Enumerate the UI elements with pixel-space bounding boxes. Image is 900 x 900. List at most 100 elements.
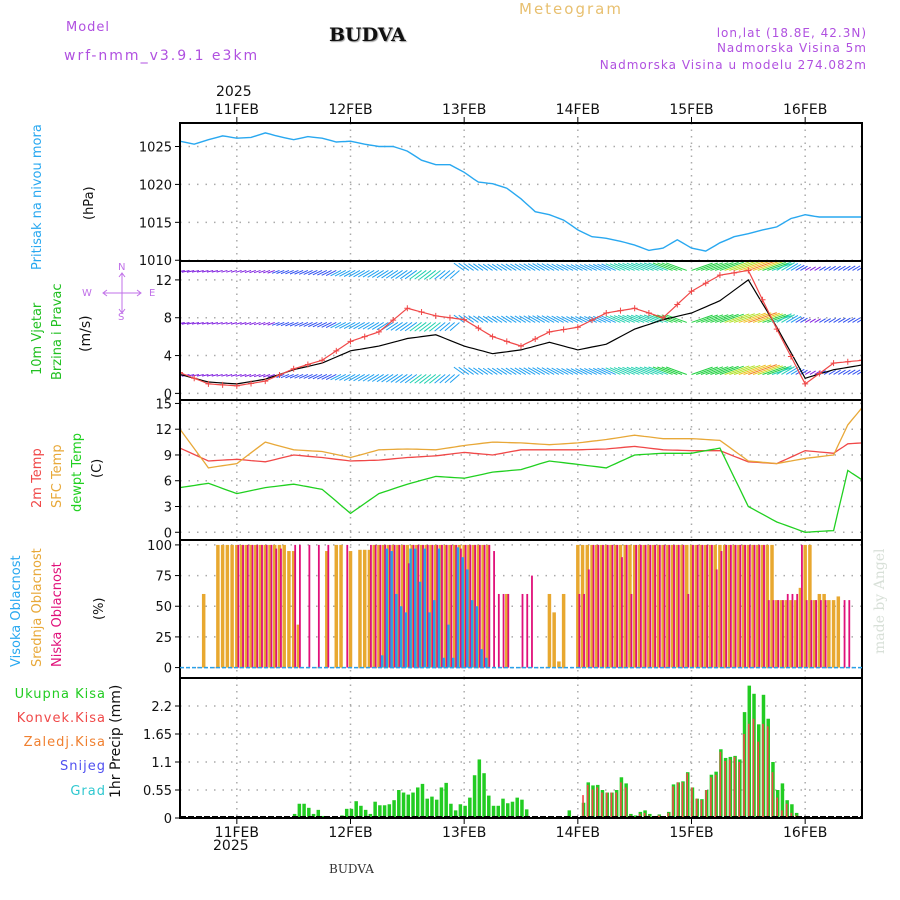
cloud-low-bar [469, 544, 472, 668]
cloud-mid-bar [244, 544, 249, 668]
cloud-high-bar [485, 657, 488, 668]
legend-hail: Grad [70, 784, 106, 799]
cloud-mid-bar [779, 600, 784, 668]
compass-s: S [118, 312, 125, 323]
wind-arrow [584, 263, 597, 271]
wind-arrow [414, 322, 427, 332]
gust-marker [233, 382, 240, 389]
cloud-mid-bar [576, 544, 580, 668]
top-day-label: 14FEB [556, 102, 600, 118]
precip-total-bar [794, 812, 799, 817]
cloud-mid-bar [585, 544, 590, 668]
cloud-mid-bar [235, 544, 239, 668]
wind-arrow [597, 315, 612, 323]
wind-arrow [419, 270, 432, 280]
gust-marker [219, 381, 226, 388]
wind-arrow [381, 374, 394, 383]
bottom-day-label: 13FEB [442, 825, 486, 841]
cloud-mid-bar [400, 544, 405, 668]
cloud-low-bar [308, 544, 311, 668]
cloud-mid-bar [613, 544, 618, 668]
wind-arrow [244, 373, 252, 377]
precip-conv-bar [790, 812, 793, 817]
wind-arrow [523, 263, 536, 271]
precip-conv-bar [610, 792, 613, 817]
wind-arrow [551, 367, 564, 375]
wind-arrow [294, 322, 304, 327]
gust-marker [802, 380, 809, 387]
wind-arrow [423, 374, 437, 384]
wind-arrow [267, 269, 275, 274]
wind-ytick-label: 4 [164, 350, 172, 365]
bottom-day-label: 15FEB [669, 825, 713, 841]
chart-title: Meteogram [519, 0, 623, 18]
wind-arrow [510, 263, 522, 271]
wind-arrow [648, 262, 668, 271]
wind-arrow [325, 322, 337, 328]
gust-marker [390, 317, 397, 324]
cloud-low-bar [758, 544, 761, 668]
wind-arrow [862, 266, 870, 271]
wind-arrow [748, 364, 777, 375]
wind-arrow [566, 368, 579, 375]
cloud-low-bar [782, 600, 784, 668]
wind-arrow [362, 270, 375, 278]
wind-arrow [458, 262, 470, 271]
precip-total-bar [487, 795, 491, 817]
gust-marker [816, 370, 823, 377]
wind-arrow [762, 313, 786, 323]
wind-arrow [303, 322, 313, 327]
cloud-low-bar [412, 544, 415, 668]
wind-arrow [514, 315, 526, 323]
wind-arrow [617, 314, 635, 323]
wind-arrow [630, 314, 650, 323]
wind-arrow [556, 263, 569, 271]
gust-marker [702, 280, 709, 287]
wind-arrow [828, 317, 836, 323]
wind-arrow [312, 322, 323, 328]
wind-arrow [795, 316, 805, 323]
gust-marker [589, 317, 596, 324]
dewpt-line [181, 447, 861, 533]
wind-arrow [546, 367, 560, 375]
cloud-low-bar [587, 569, 590, 668]
wind-arrow [473, 367, 484, 375]
cloud-mid-bar [817, 593, 822, 668]
precip-total-bar [401, 792, 406, 817]
cloud-high-bar [385, 548, 389, 668]
wind-arrow [715, 313, 739, 323]
wind-arrow [385, 322, 399, 331]
wind-arrow [809, 370, 816, 375]
cloud-low-bar [403, 544, 405, 668]
cloud-mid-bar [751, 544, 755, 668]
wind-arrow [372, 270, 384, 278]
precip-total-bar [515, 797, 519, 817]
wind-arrow [434, 374, 446, 384]
wind-arrow [491, 263, 503, 271]
wind-arrow [325, 374, 337, 381]
station-title: BUDVA [329, 24, 406, 46]
cloud-mid-bar [741, 544, 746, 668]
cloud-high-bar [433, 600, 436, 668]
cloud-mid-bar [590, 544, 594, 668]
wind-arrow [258, 269, 266, 274]
cloud-mid-bar [827, 600, 831, 668]
temperature-ytick-label: 15 [155, 397, 172, 412]
precip-conv-bar [785, 803, 788, 817]
precip-conv-bar [667, 812, 670, 817]
precip-total-bar [420, 783, 425, 817]
wind-arrow [235, 269, 242, 273]
wind-arrow [353, 374, 365, 382]
cloud-low-bar [464, 544, 467, 668]
cloud-mid-bar [381, 544, 386, 668]
wind-arrow [390, 322, 403, 331]
cloud-mid-bar [666, 544, 670, 668]
wind-arrow [767, 262, 789, 271]
wind-arrow [696, 366, 718, 375]
wind-arrow [652, 262, 673, 271]
cloud-low-bar [810, 600, 813, 668]
wind-arrow [536, 367, 550, 375]
wind-arrow [648, 314, 668, 323]
gust-marker [518, 343, 524, 350]
gust-marker [361, 333, 368, 340]
